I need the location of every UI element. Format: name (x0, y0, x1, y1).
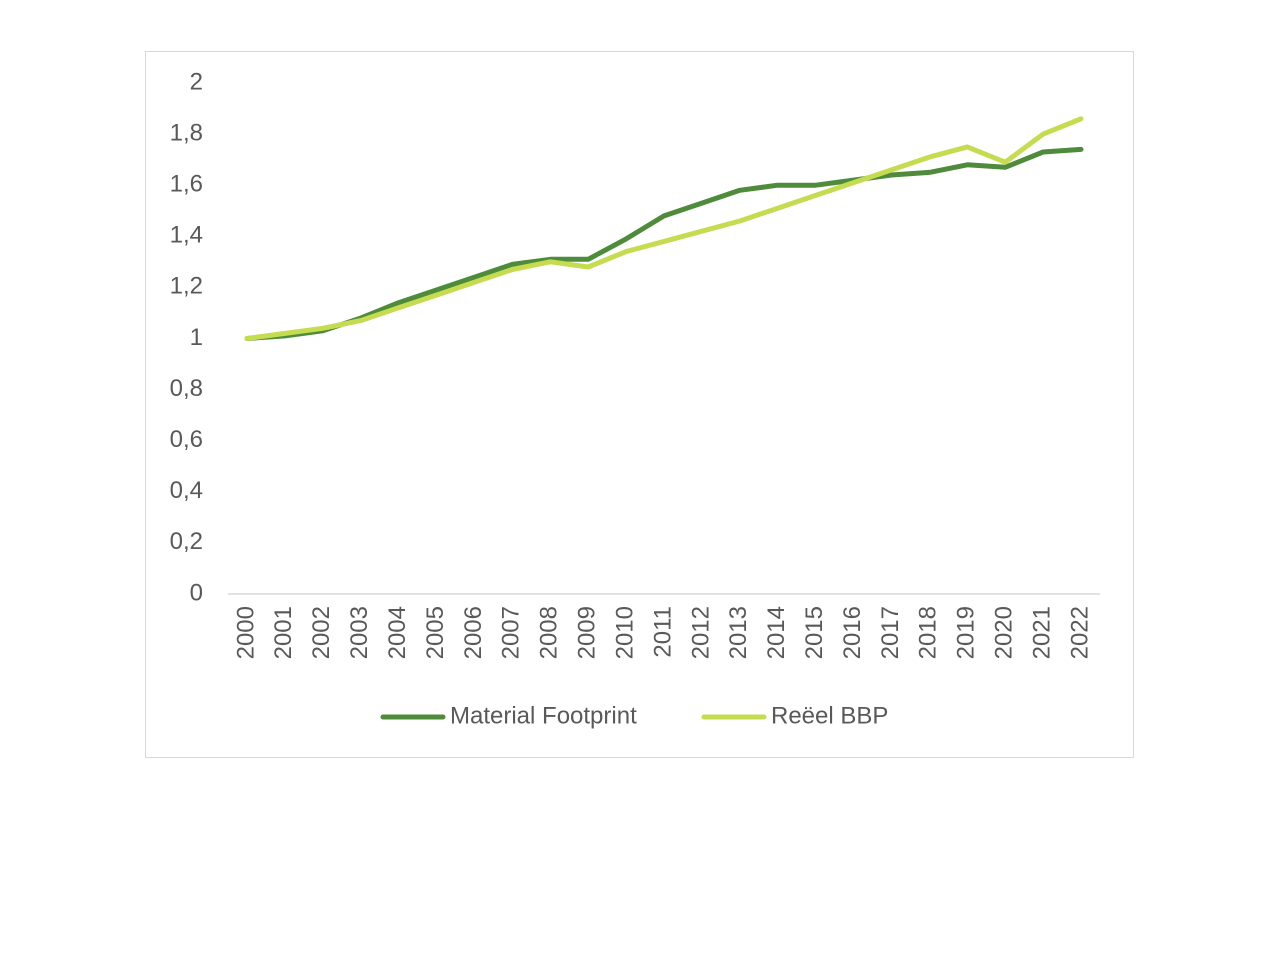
series-line-1 (244, 116, 1084, 341)
series-line-0 (244, 146, 1084, 341)
y-tick-label: 0,6 (170, 426, 203, 453)
x-tick-label: 2007 (498, 606, 525, 659)
x-tick-label: 2014 (763, 606, 790, 659)
x-tick-label: 2011 (649, 606, 676, 658)
legend: Material Footprint Reëel BBP (380, 702, 888, 729)
x-tick-label: 2013 (725, 606, 752, 659)
x-tick-label: 2015 (801, 606, 828, 659)
x-tick-label: 2005 (422, 606, 449, 659)
y-tick-label: 1,2 (170, 273, 203, 300)
x-tick-label: 2008 (536, 606, 563, 659)
x-tick-label: 2012 (687, 606, 714, 659)
y-tick-label: 1,4 (170, 222, 203, 249)
x-tick-label: 2000 (232, 606, 259, 659)
legend-label-1: Reëel BBP (771, 702, 888, 729)
y-tick-label: 2 (190, 68, 203, 95)
y-tick-label: 0,2 (170, 528, 203, 555)
y-tick-label: 0,8 (170, 375, 203, 402)
x-tick-label: 2017 (877, 606, 904, 659)
y-tick-label: 0 (190, 579, 203, 606)
x-tick-label: 2021 (1028, 606, 1055, 659)
legend-label-0: Material Footprint (450, 702, 637, 729)
x-tick-label: 2010 (611, 606, 638, 659)
x-tick-label: 2019 (953, 606, 980, 659)
x-tick-label: 2002 (308, 606, 335, 659)
x-tick-label: 2022 (1066, 606, 1093, 659)
y-axis: 0 0,2 0,4 0,6 0,8 1 1,2 1,4 1,6 1,8 2 (170, 68, 203, 606)
x-tick-label: 2020 (991, 606, 1018, 659)
x-tick-label: 2009 (574, 606, 601, 659)
y-tick-label: 0,4 (170, 477, 203, 504)
y-tick-label: 1,6 (170, 171, 203, 198)
series-lines (244, 116, 1084, 341)
x-axis: 2000 2001 2002 2003 2004 2005 2006 2007 2008 2009… (232, 606, 1093, 659)
y-tick-label: 1,8 (170, 119, 203, 146)
chart-frame (145, 51, 1134, 758)
x-tick-label: 2018 (915, 606, 942, 659)
x-tick-label: 2004 (384, 606, 411, 659)
x-tick-label: 2001 (270, 606, 297, 659)
x-tick-label: 2003 (346, 606, 373, 659)
x-tick-label: 2006 (460, 606, 487, 659)
y-tick-label: 1 (190, 324, 203, 351)
x-tick-label: 2016 (839, 606, 866, 659)
